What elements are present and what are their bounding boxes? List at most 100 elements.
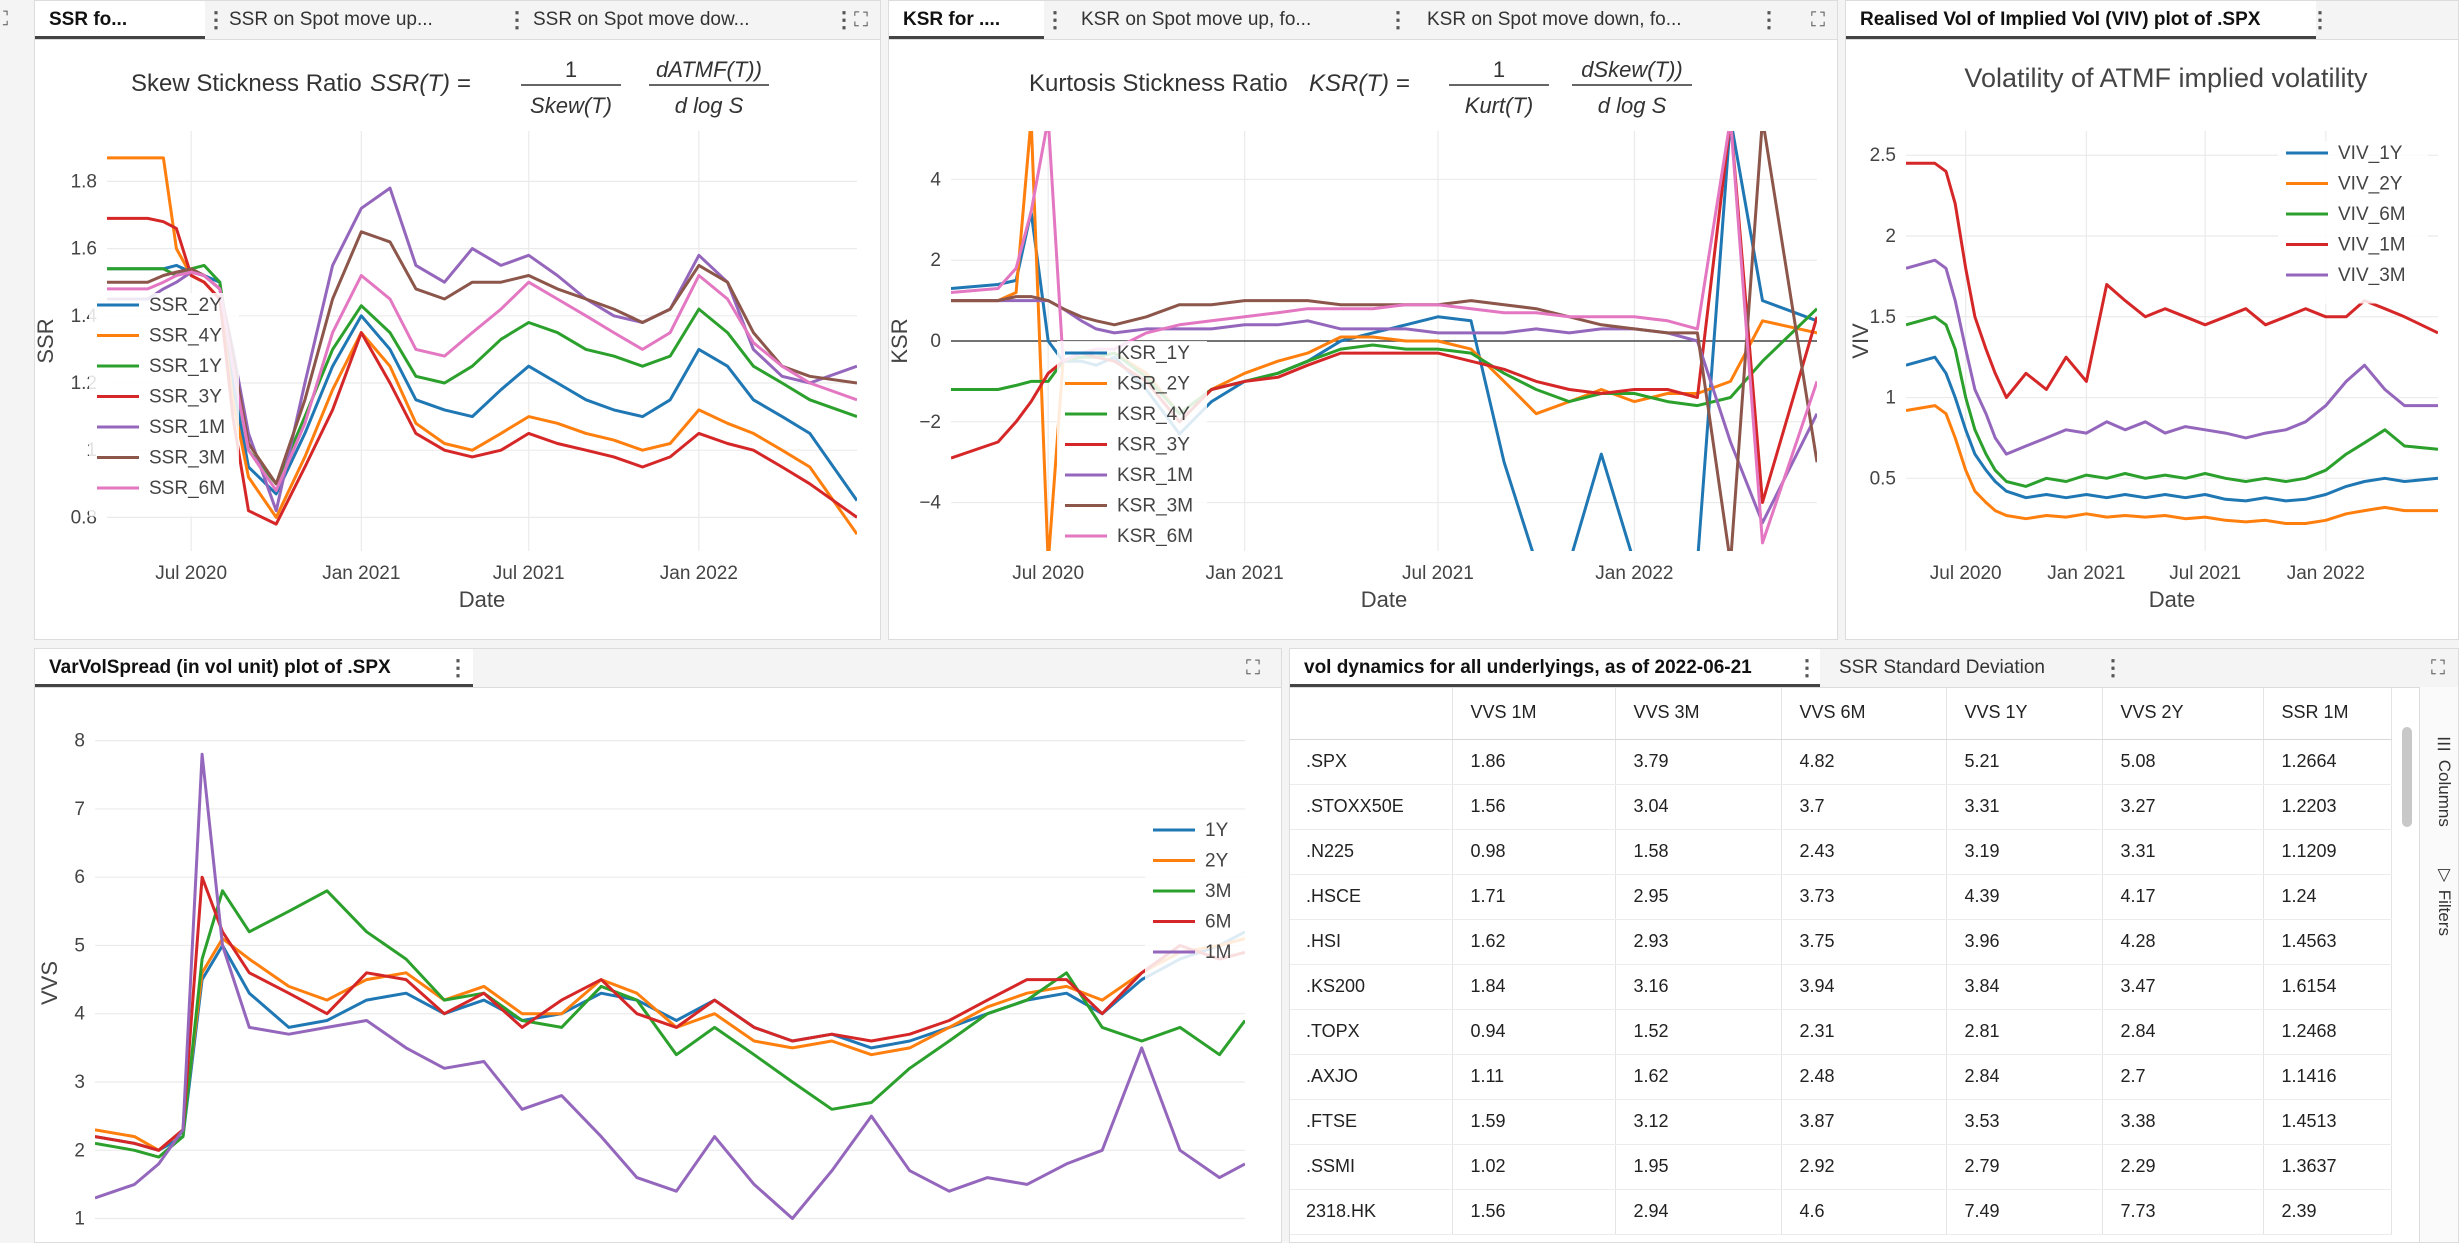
value-cell: 4.39 — [1946, 874, 2103, 920]
expand-icon[interactable]: ⛶ — [1246, 657, 1260, 679]
tab-ssr-spot-up[interactable]: SSR on Spot move up... — [215, 1, 515, 39]
value-cell: 1.56 — [1452, 784, 1616, 830]
header-row: VVS 1M VVS 3M VVS 6M VVS 1Y VVS 2Y SSR 1… — [1290, 687, 2392, 740]
y-tick-label: −2 — [919, 412, 941, 433]
column-header-vvs-3m[interactable]: VVS 3M — [1615, 687, 1782, 740]
value-cell: 3.75 — [1781, 919, 1947, 965]
kebab-icon[interactable]: ⋮ — [506, 7, 528, 32]
columns-label: Columns — [2435, 759, 2454, 827]
table-row[interactable]: .SPX 1.86 3.79 4.82 5.21 5.08 1.2664 — [1290, 739, 2392, 785]
tab-vol-dynamics[interactable]: vol dynamics for all underlyings, as of … — [1290, 649, 1820, 687]
kebab-icon[interactable]: ⋮ — [1758, 7, 1780, 32]
value-cell: 2.29 — [2102, 1144, 2264, 1190]
underlying-cell: .STOXX50E — [1290, 784, 1453, 830]
column-header-vvs-6m[interactable]: VVS 6M — [1781, 687, 1947, 740]
table-row[interactable]: .HSI 1.62 2.93 3.75 3.96 4.28 1.4563 — [1290, 919, 2392, 965]
kebab-icon[interactable]: ⋮ — [205, 7, 227, 32]
table-row[interactable]: .HSCE 1.71 2.95 3.73 4.39 4.17 1.24 — [1290, 874, 2392, 920]
tab-label: KSR for .... — [903, 9, 1001, 30]
expand-icon[interactable]: ⛶ — [854, 9, 868, 31]
series-line-ssr-6m — [107, 270, 857, 492]
table-tabbar: vol dynamics for all underlyings, as of … — [1290, 649, 2458, 688]
table-row[interactable]: .FTSE 1.59 3.12 3.87 3.53 3.38 1.4513 — [1290, 1099, 2392, 1145]
table-row[interactable]: .SSMI 1.02 1.95 2.92 2.79 2.29 1.3637 — [1290, 1144, 2392, 1190]
ssr-panel: SSR fo... ⋮ SSR on Spot move up... ⋮ SSR… — [34, 0, 881, 640]
table-row[interactable]: .AXJO 1.11 1.62 2.48 2.84 2.7 1.1416 — [1290, 1054, 2392, 1100]
value-cell: 1.6154 — [2263, 964, 2392, 1010]
y-tick-label: 5 — [74, 935, 85, 956]
column-header-vvs-1y[interactable]: VVS 1Y — [1946, 687, 2103, 740]
tab-ksr-spot-up[interactable]: KSR on Spot move up, fo... — [1067, 1, 1357, 39]
tab-ssr-spot-down[interactable]: SSR on Spot move dow... — [519, 1, 839, 39]
filters-button[interactable]: ▽ Filters — [2424, 865, 2454, 936]
kebab-icon[interactable]: ⋮ — [1044, 7, 1066, 32]
vvs-panel: VarVolSpread (in vol unit) plot of .SPX … — [34, 648, 1282, 1243]
column-header-vvs-1m[interactable]: VVS 1M — [1452, 687, 1616, 740]
column-header-ssr-1m[interactable]: SSR 1M — [2263, 687, 2392, 740]
legend-entry: 6M — [1205, 912, 1231, 933]
table-row[interactable]: .STOXX50E 1.56 3.04 3.7 3.31 3.27 1.2203 — [1290, 784, 2392, 830]
kebab-icon[interactable]: ⋮ — [447, 655, 469, 680]
value-cell: 2.81 — [1946, 1009, 2103, 1055]
title-numerator-1: 1 — [1493, 57, 1505, 82]
columns-button[interactable]: ☰ Columns — [2424, 735, 2454, 827]
y-axis-label: SSR — [35, 318, 58, 363]
value-cell: 1.62 — [1452, 919, 1616, 965]
x-tick-label: Jul 2021 — [493, 563, 565, 584]
value-cell: 1.56 — [1452, 1189, 1616, 1235]
tab-ksr-spot-down[interactable]: KSR on Spot move down, fo... — [1413, 1, 1723, 39]
value-cell: 5.08 — [2102, 739, 2264, 785]
value-cell: 3.38 — [2102, 1099, 2264, 1145]
column-header-underlying[interactable] — [1290, 687, 1453, 740]
series-line-ksr-6m — [951, 131, 1817, 545]
x-axis-label: Date — [1361, 587, 1407, 612]
series-line-viv-1y — [1906, 355, 2438, 503]
table-row[interactable]: .KS200 1.84 3.16 3.94 3.84 3.47 1.6154 — [1290, 964, 2392, 1010]
value-cell: 1.4513 — [2263, 1099, 2392, 1145]
kebab-icon[interactable]: ⋮ — [2102, 655, 2124, 680]
vvs-chart: 1 2 3 4 5 6 7 8 VVS 1Y 2Y 3M 6M 1M — [37, 731, 1245, 1230]
tab-ksr-for[interactable]: KSR for .... — [889, 1, 1044, 39]
value-cell: 1.86 — [1452, 739, 1616, 785]
kebab-icon[interactable]: ⋮ — [1387, 7, 1409, 32]
title-numerator-1: 1 — [565, 57, 577, 82]
tab-viv[interactable]: Realised Vol of Implied Vol (VIV) plot o… — [1846, 1, 2316, 39]
table-row[interactable]: 2318.HK 1.56 2.94 4.6 7.49 7.73 2.39 — [1290, 1189, 2392, 1235]
y-tick-label: 2 — [930, 250, 941, 271]
series-line-ssr-3y — [107, 216, 857, 526]
edge-expand-icon[interactable]: ⛶ — [0, 8, 8, 30]
chart-title: Skew Stickness Ratio — [131, 70, 362, 97]
underlying-cell: .AXJO — [1290, 1054, 1453, 1100]
kebab-icon[interactable]: ⋮ — [2309, 7, 2331, 32]
value-cell: 2.84 — [1946, 1054, 2103, 1100]
value-cell: 2.43 — [1781, 829, 1947, 875]
ksr-panel: KSR for .... ⋮ KSR on Spot move up, fo..… — [888, 0, 1838, 640]
tab-vvs[interactable]: VarVolSpread (in vol unit) plot of .SPX — [35, 649, 473, 687]
y-tick-label: 1 — [74, 1209, 85, 1230]
expand-icon[interactable]: ⛶ — [1811, 9, 1825, 31]
series-line-3m — [95, 889, 1245, 1159]
vol-dynamics-grid: VVS 1M VVS 3M VVS 6M VVS 1Y VVS 2Y SSR 1… — [1290, 687, 2392, 1235]
vertical-scrollbar[interactable] — [2402, 727, 2412, 827]
legend: SSR_2Y SSR_4Y SSR_1Y SSR_3Y SSR_1M SSR_3M SSR_… — [89, 293, 239, 517]
y-tick-label: 0 — [930, 331, 941, 352]
legend-entry: VIV_6M — [2338, 204, 2406, 225]
value-cell: 5.21 — [1946, 739, 2103, 785]
x-tick-label: Jan 2021 — [322, 563, 400, 584]
kebab-icon[interactable]: ⋮ — [833, 7, 855, 32]
column-header-vvs-2y[interactable]: VVS 2Y — [2102, 687, 2264, 740]
value-cell: 1.2468 — [2263, 1009, 2392, 1055]
tab-ssr-for[interactable]: SSR fo... — [35, 1, 205, 39]
tab-label: SSR on Spot move up... — [229, 9, 433, 30]
value-cell: 2.92 — [1781, 1144, 1947, 1190]
value-cell: 1.62 — [1615, 1054, 1782, 1100]
value-cell: 1.71 — [1452, 874, 1616, 920]
kebab-icon[interactable]: ⋮ — [1796, 655, 1818, 680]
tab-ssr-std[interactable]: SSR Standard Deviation — [1825, 649, 2095, 687]
legend-entry: 2Y — [1205, 851, 1229, 872]
table-row[interactable]: .TOPX 0.94 1.52 2.31 2.81 2.84 1.2468 — [1290, 1009, 2392, 1055]
value-cell: 0.98 — [1452, 829, 1616, 875]
expand-icon[interactable]: ⛶ — [2431, 657, 2445, 679]
value-cell: 2.31 — [1781, 1009, 1947, 1055]
table-row[interactable]: .N225 0.98 1.58 2.43 3.19 3.31 1.1209 — [1290, 829, 2392, 875]
